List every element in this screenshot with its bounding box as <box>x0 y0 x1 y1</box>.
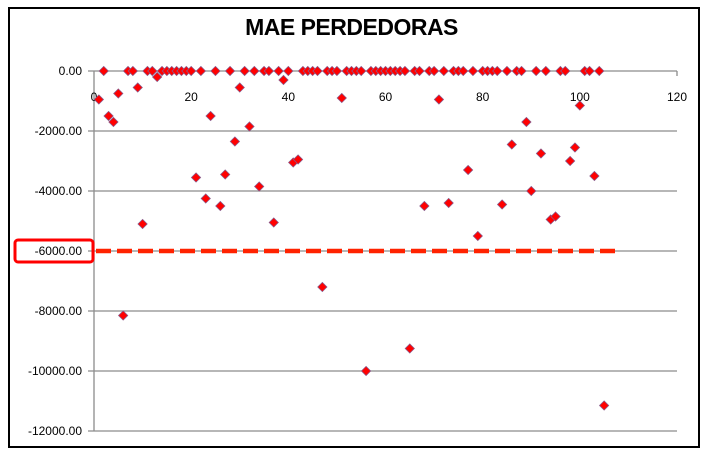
data-point-marker <box>443 197 454 209</box>
data-point-marker <box>360 365 372 377</box>
data-point-marker <box>234 82 245 93</box>
x-tick-label: 120 <box>667 90 687 104</box>
data-point-marker <box>594 65 605 77</box>
data-point-marker <box>526 185 537 197</box>
data-point-marker <box>540 65 551 77</box>
data-point-marker <box>268 217 279 228</box>
data-point-marker <box>220 169 231 180</box>
data-point-marker <box>249 65 260 77</box>
data-point-marker <box>117 310 129 321</box>
data-point-marker <box>224 65 236 77</box>
data-point-marker <box>312 65 323 77</box>
data-point-marker <box>574 100 585 111</box>
data-point-marker <box>108 116 119 128</box>
data-point-marker <box>263 65 275 77</box>
y-tick-label: -8000.00 <box>35 304 83 318</box>
data-point-marker <box>132 82 143 93</box>
y-tick-label: 0.00 <box>59 64 83 78</box>
data-point-marker <box>292 154 304 165</box>
data-point-marker <box>506 139 517 150</box>
data-point-marker <box>550 211 561 222</box>
data-point-marker <box>254 181 265 192</box>
data-point-marker <box>273 65 284 77</box>
data-point-marker <box>195 65 207 77</box>
x-tick-label: 60 <box>379 90 393 104</box>
data-point-marker <box>496 199 508 210</box>
data-point-marker <box>205 110 216 122</box>
data-point-marker <box>472 230 483 242</box>
data-point-marker <box>137 218 148 230</box>
data-point-marker <box>530 65 542 77</box>
y-tick-label: -10000.00 <box>28 364 82 378</box>
data-point-marker <box>589 170 600 182</box>
data-point-marker <box>151 71 163 83</box>
data-point-marker <box>516 65 527 77</box>
data-point-marker <box>399 65 411 77</box>
x-tick-label: 20 <box>184 90 198 104</box>
data-point-marker <box>190 172 202 183</box>
data-point-marker <box>404 343 415 354</box>
data-point-marker <box>467 65 479 77</box>
data-point-marker <box>433 94 445 105</box>
data-point-marker <box>229 136 241 147</box>
data-point-marker <box>278 74 289 86</box>
data-point-marker <box>147 65 158 77</box>
data-point-marker <box>103 110 114 122</box>
data-point-marker <box>186 65 197 77</box>
x-tick-label: 80 <box>476 90 490 104</box>
data-point-marker <box>564 155 576 167</box>
data-point-marker <box>210 65 221 77</box>
data-point-marker <box>215 200 226 212</box>
data-point-marker <box>462 164 474 176</box>
data-point-marker <box>356 65 367 77</box>
data-point-marker <box>428 65 440 77</box>
highlight-box <box>13 238 95 264</box>
data-point-marker <box>535 148 547 159</box>
data-point-marker <box>98 65 109 77</box>
data-point-marker <box>244 121 255 132</box>
data-point-marker <box>93 94 105 105</box>
data-point-marker <box>598 400 610 411</box>
data-point-marker <box>492 65 503 77</box>
data-point-marker <box>331 65 343 77</box>
y-tick-label: -4000.00 <box>35 184 83 198</box>
x-tick-label: 0 <box>91 90 98 104</box>
x-tick-label: 40 <box>282 90 296 104</box>
data-point-marker <box>458 65 469 77</box>
data-point-marker <box>317 281 328 293</box>
data-point-marker <box>336 92 347 104</box>
data-point-marker <box>584 65 595 77</box>
y-tick-label: -12000.00 <box>28 424 82 438</box>
data-point-marker <box>560 65 571 77</box>
data-point-marker <box>127 65 139 77</box>
data-point-marker <box>521 116 532 128</box>
chart-frame <box>8 7 700 448</box>
data-point-marker <box>239 65 250 77</box>
y-tick-label: -6000.00 <box>35 244 83 258</box>
y-tick-label: -2000.00 <box>35 124 83 138</box>
data-point-marker <box>283 65 294 77</box>
data-point-marker <box>438 65 449 77</box>
data-point-marker <box>200 193 211 204</box>
data-point-marker <box>113 88 124 99</box>
data-point-marker <box>414 65 425 77</box>
data-point-marker <box>501 65 513 77</box>
data-point-marker <box>569 142 581 153</box>
data-point-marker <box>419 200 430 212</box>
x-tick-label: 100 <box>570 90 590 104</box>
chart-title: MAE PERDEDORAS <box>245 14 458 40</box>
